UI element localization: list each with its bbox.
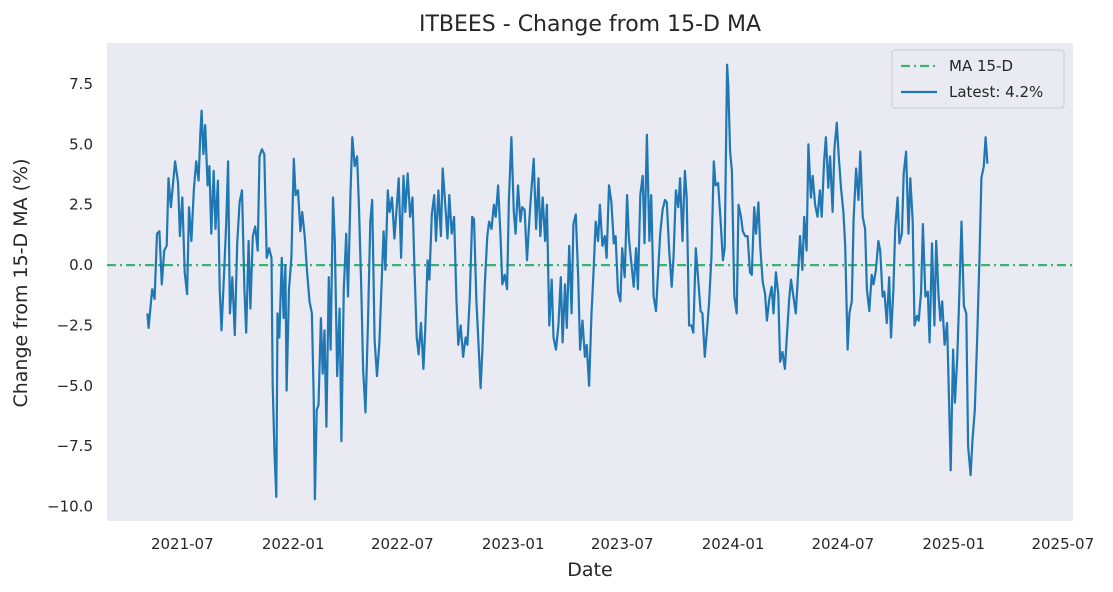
legend: MA 15-D Latest: 4.2% <box>891 49 1065 109</box>
x-tick-label: 2025-07 <box>1031 535 1094 553</box>
x-axis-label: Date <box>567 559 612 581</box>
y-tick-label: −7.5 <box>57 437 93 455</box>
y-axis-label: Change from 15-D MA (%) <box>10 158 32 407</box>
x-tick-label: 2022-01 <box>262 535 325 553</box>
y-tick-label: 7.5 <box>69 75 93 93</box>
series-line-latest <box>146 63 989 501</box>
legend-label-ma: MA 15-D <box>949 57 1013 75</box>
x-tick-label: 2025-01 <box>922 535 985 553</box>
legend-box <box>891 49 1065 109</box>
legend-label-latest: Latest: 4.2% <box>949 83 1043 101</box>
x-tick-label: 2023-07 <box>591 535 654 553</box>
y-tick-label: 2.5 <box>69 196 93 214</box>
y-axis-ticks: −10.0 −7.5 −5.0 −2.5 0.0 2.5 5.0 7.5 <box>47 75 93 516</box>
x-tick-label: 2023-01 <box>482 535 545 553</box>
y-tick-label: −2.5 <box>57 317 93 335</box>
plot-area <box>107 43 1073 521</box>
y-tick-label: 0.0 <box>69 256 93 274</box>
x-tick-label: 2021-07 <box>151 535 214 553</box>
x-tick-label: 2024-01 <box>702 535 765 553</box>
y-tick-label: −5.0 <box>57 377 93 395</box>
y-tick-label: 5.0 <box>69 135 93 153</box>
x-axis-ticks: 2021-07 2022-01 2022-07 2023-01 2023-07 2024-… <box>151 535 1094 553</box>
y-tick-label: −10.0 <box>47 498 93 516</box>
x-tick-label: 2024-07 <box>811 535 874 553</box>
chart-title: ITBEES - Change from 15-D MA <box>419 12 761 37</box>
x-tick-label: 2022-07 <box>371 535 434 553</box>
